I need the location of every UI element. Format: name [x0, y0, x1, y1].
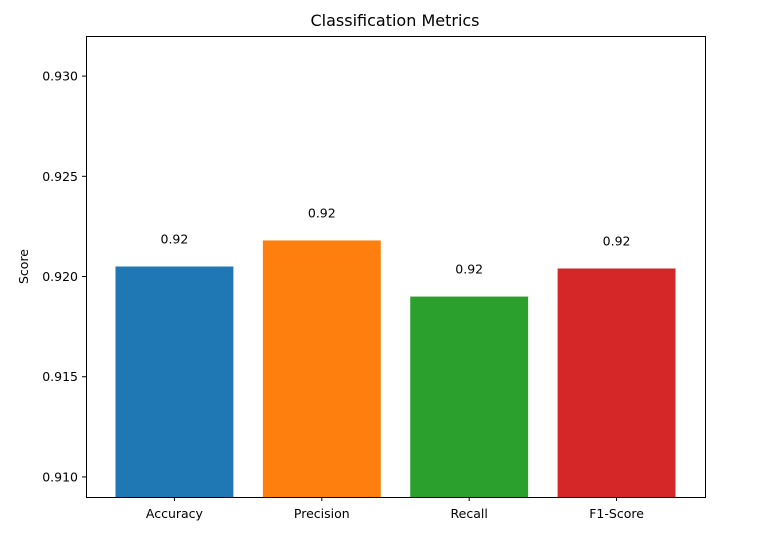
y-axis: 0.910 0.915 0.920 0.925 0.930 [42, 69, 86, 484]
data-labels-group: 0.92 0.92 0.92 0.92 [161, 205, 631, 276]
y-tick-label: 0.920 [42, 269, 78, 284]
y-tick-label: 0.930 [42, 69, 78, 84]
y-tick-label: 0.915 [42, 369, 78, 384]
x-tick-label: F1-Score [589, 506, 644, 521]
y-axis-label: Score [16, 249, 31, 284]
x-axis: Accuracy Precision Recall F1-Score [146, 497, 644, 521]
x-tick-label: Accuracy [146, 506, 204, 521]
bar-accuracy [115, 266, 234, 497]
bar-recall [410, 296, 529, 497]
x-tick-label: Precision [294, 506, 350, 521]
y-tick-label: 0.910 [42, 469, 78, 484]
bar-f1-score [557, 268, 676, 497]
bars-group [115, 240, 676, 497]
data-label: 0.92 [455, 262, 483, 277]
chart-title: Classification Metrics [310, 11, 479, 30]
x-tick-label: Recall [451, 506, 488, 521]
bar-precision [262, 240, 381, 497]
plot-frame [86, 36, 706, 498]
y-tick-label: 0.925 [42, 169, 78, 184]
data-label: 0.92 [161, 232, 189, 247]
data-label: 0.92 [603, 234, 631, 249]
data-label: 0.92 [308, 205, 336, 220]
